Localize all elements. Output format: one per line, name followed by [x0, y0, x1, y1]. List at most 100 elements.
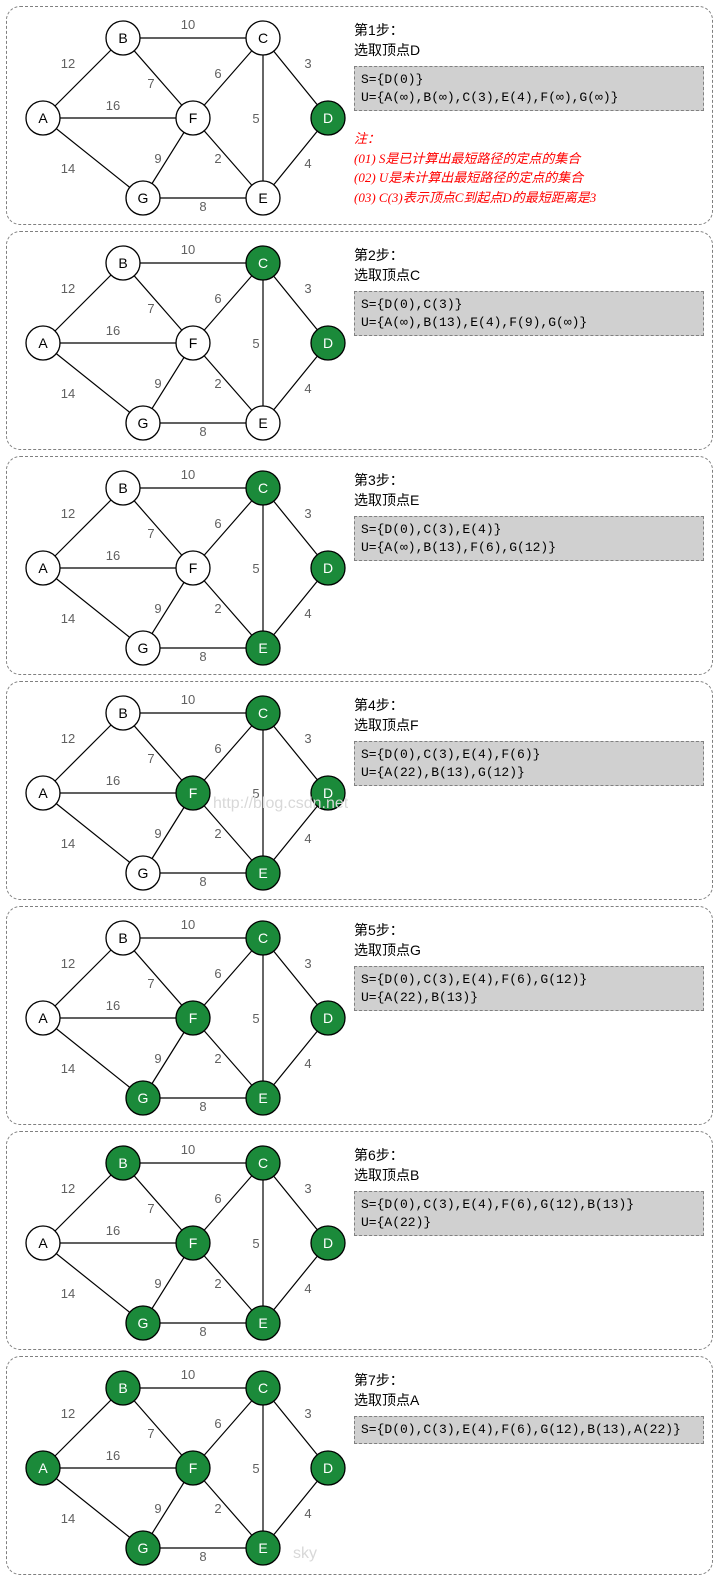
graph-node-label: C	[258, 1380, 268, 1396]
step-info: 第6步：选取顶点B S={D(0),C(3),E(4),F(6),G(12),B(…	[348, 1138, 704, 1236]
edge-weight: 16	[106, 1448, 120, 1463]
edge-weight: 3	[304, 281, 311, 296]
edge-weight: 16	[106, 323, 120, 338]
step-action: 选取顶点B	[354, 1166, 704, 1186]
edge-weight: 14	[61, 836, 75, 851]
step-info: 第1步：选取顶点DS={D(0)} U={A(∞),B(∞),C(3),E(4)…	[348, 13, 704, 207]
edge-weight: 4	[304, 1506, 311, 1521]
edge-weight: 4	[304, 1281, 311, 1296]
graph-node-label: B	[118, 30, 127, 46]
edge-weight: 8	[199, 199, 206, 214]
edge-weight: 2	[214, 151, 221, 166]
sets-box: S={D(0),C(3),E(4),F(6),G(12),B(13)} U={A…	[354, 1191, 704, 1236]
edge-weight: 7	[147, 976, 154, 991]
edge-weight: 10	[181, 1142, 195, 1157]
sets-box: S={D(0),C(3),E(4)} U={A(∞),B(13),F(6),G(…	[354, 516, 704, 561]
edge-weight: 9	[154, 151, 161, 166]
edge-weight: 4	[304, 156, 311, 171]
graph-node-label: F	[189, 110, 198, 126]
edge-weight: 12	[61, 281, 75, 296]
edge-weight: 3	[304, 1181, 311, 1196]
graph-node-label: D	[323, 1010, 333, 1026]
step-number: 第3步：	[354, 471, 704, 491]
edge-weight: 9	[154, 1501, 161, 1516]
step-action: 选取顶点E	[354, 491, 704, 511]
graph-node-label: F	[189, 1010, 198, 1026]
edge-weight: 12	[61, 731, 75, 746]
graph-node-label: A	[38, 1235, 48, 1251]
edge-weight: 12	[61, 1406, 75, 1421]
graph-node-label: F	[189, 1460, 198, 1476]
step-number: 第7步：	[354, 1371, 704, 1391]
edge-weight: 6	[214, 66, 221, 81]
edge	[43, 793, 143, 873]
edge-weight: 16	[106, 548, 120, 563]
step-number: 第2步：	[354, 246, 704, 266]
graph-node-label: G	[138, 640, 149, 656]
step-panel-3: 1216141073564289ABCDEFG第3步：选取顶点ES={D(0),…	[6, 456, 713, 675]
graph-node-label: A	[38, 110, 48, 126]
edge-weight: 6	[214, 966, 221, 981]
step-action: 选取顶点D	[354, 41, 704, 61]
edge-weight: 2	[214, 1276, 221, 1291]
edge-weight: 10	[181, 242, 195, 257]
graph-node-label: A	[38, 1460, 48, 1476]
edge-weight: 7	[147, 526, 154, 541]
note-box: 注：(01) S是已计算出最短路径的定点的集合(02) U是未计算出最短路径的定…	[354, 129, 704, 207]
graph-area: 1216141073564289ABCDEFG	[13, 13, 348, 218]
graph-node-label: A	[38, 785, 48, 801]
graph-node-label: G	[138, 865, 149, 881]
edge-weight: 12	[61, 956, 75, 971]
edge-weight: 3	[304, 56, 311, 71]
graph-node-label: E	[258, 865, 267, 881]
graph-svg: 1216141073564289ABCDEFGsky	[13, 1363, 348, 1573]
graph-node-label: E	[258, 415, 267, 431]
graph-node-label: B	[118, 480, 127, 496]
edge-weight: 16	[106, 773, 120, 788]
edge-weight: 3	[304, 956, 311, 971]
edge	[43, 118, 143, 198]
step-action: 选取顶点F	[354, 716, 704, 736]
step-action: 选取顶点G	[354, 941, 704, 961]
graph-area: 1216141073564289ABCDEFGhttp://blog.csdn.…	[13, 688, 348, 893]
sets-box: S={D(0),C(3),E(4),F(6),G(12)} U={A(22),B…	[354, 966, 704, 1011]
step-info: 第2步：选取顶点CS={D(0),C(3)} U={A(∞),B(13),E(4…	[348, 238, 704, 336]
edge-weight: 9	[154, 376, 161, 391]
graph-node-label: B	[118, 1380, 127, 1396]
edge	[43, 568, 143, 648]
graph-node-label: D	[323, 335, 333, 351]
watermark-text: http://blog.csdn.net/CmdSmith	[213, 795, 348, 812]
graph-node-label: E	[258, 190, 267, 206]
edge-weight: 8	[199, 1099, 206, 1114]
graph-svg: 1216141073564289ABCDEFG	[13, 238, 348, 448]
graph-node-label: G	[138, 1090, 149, 1106]
step-title: 第2步：选取顶点C	[354, 246, 704, 285]
edge	[43, 343, 143, 423]
sets-box: S={D(0),C(3),E(4),F(6),G(12),B(13),A(22)…	[354, 1416, 704, 1444]
sets-box: S={D(0),C(3),E(4),F(6)} U={A(22),B(13),G…	[354, 741, 704, 786]
edge-weight: 10	[181, 692, 195, 707]
edge-weight: 12	[61, 56, 75, 71]
edge-weight: 8	[199, 1324, 206, 1339]
edge-weight: 5	[252, 1011, 259, 1026]
edge-weight: 4	[304, 606, 311, 621]
step-panel-4: 1216141073564289ABCDEFGhttp://blog.csdn.…	[6, 681, 713, 900]
edge-weight: 7	[147, 301, 154, 316]
step-number: 第5步：	[354, 921, 704, 941]
step-panel-2: 1216141073564289ABCDEFG第2步：选取顶点CS={D(0),…	[6, 231, 713, 450]
graph-node-label: C	[258, 480, 268, 496]
edge-weight: 5	[252, 1461, 259, 1476]
edge-weight: 7	[147, 76, 154, 91]
graph-node-label: C	[258, 705, 268, 721]
graph-node-label: E	[258, 1540, 267, 1556]
graph-node-label: C	[258, 1155, 268, 1171]
step-number: 第6步：	[354, 1146, 704, 1166]
edge	[43, 1018, 143, 1098]
step-info: 第3步：选取顶点E S={D(0),C(3),E(4)} U={A(∞),B(13…	[348, 463, 704, 561]
edge-weight: 12	[61, 1181, 75, 1196]
edge-weight: 4	[304, 1056, 311, 1071]
step-panel-7: 1216141073564289ABCDEFGsky第7步：选取顶点AS={D(…	[6, 1356, 713, 1575]
edge-weight: 2	[214, 601, 221, 616]
step-panel-1: 1216141073564289ABCDEFG第1步：选取顶点DS={D(0)}…	[6, 6, 713, 225]
edge	[43, 1243, 143, 1323]
